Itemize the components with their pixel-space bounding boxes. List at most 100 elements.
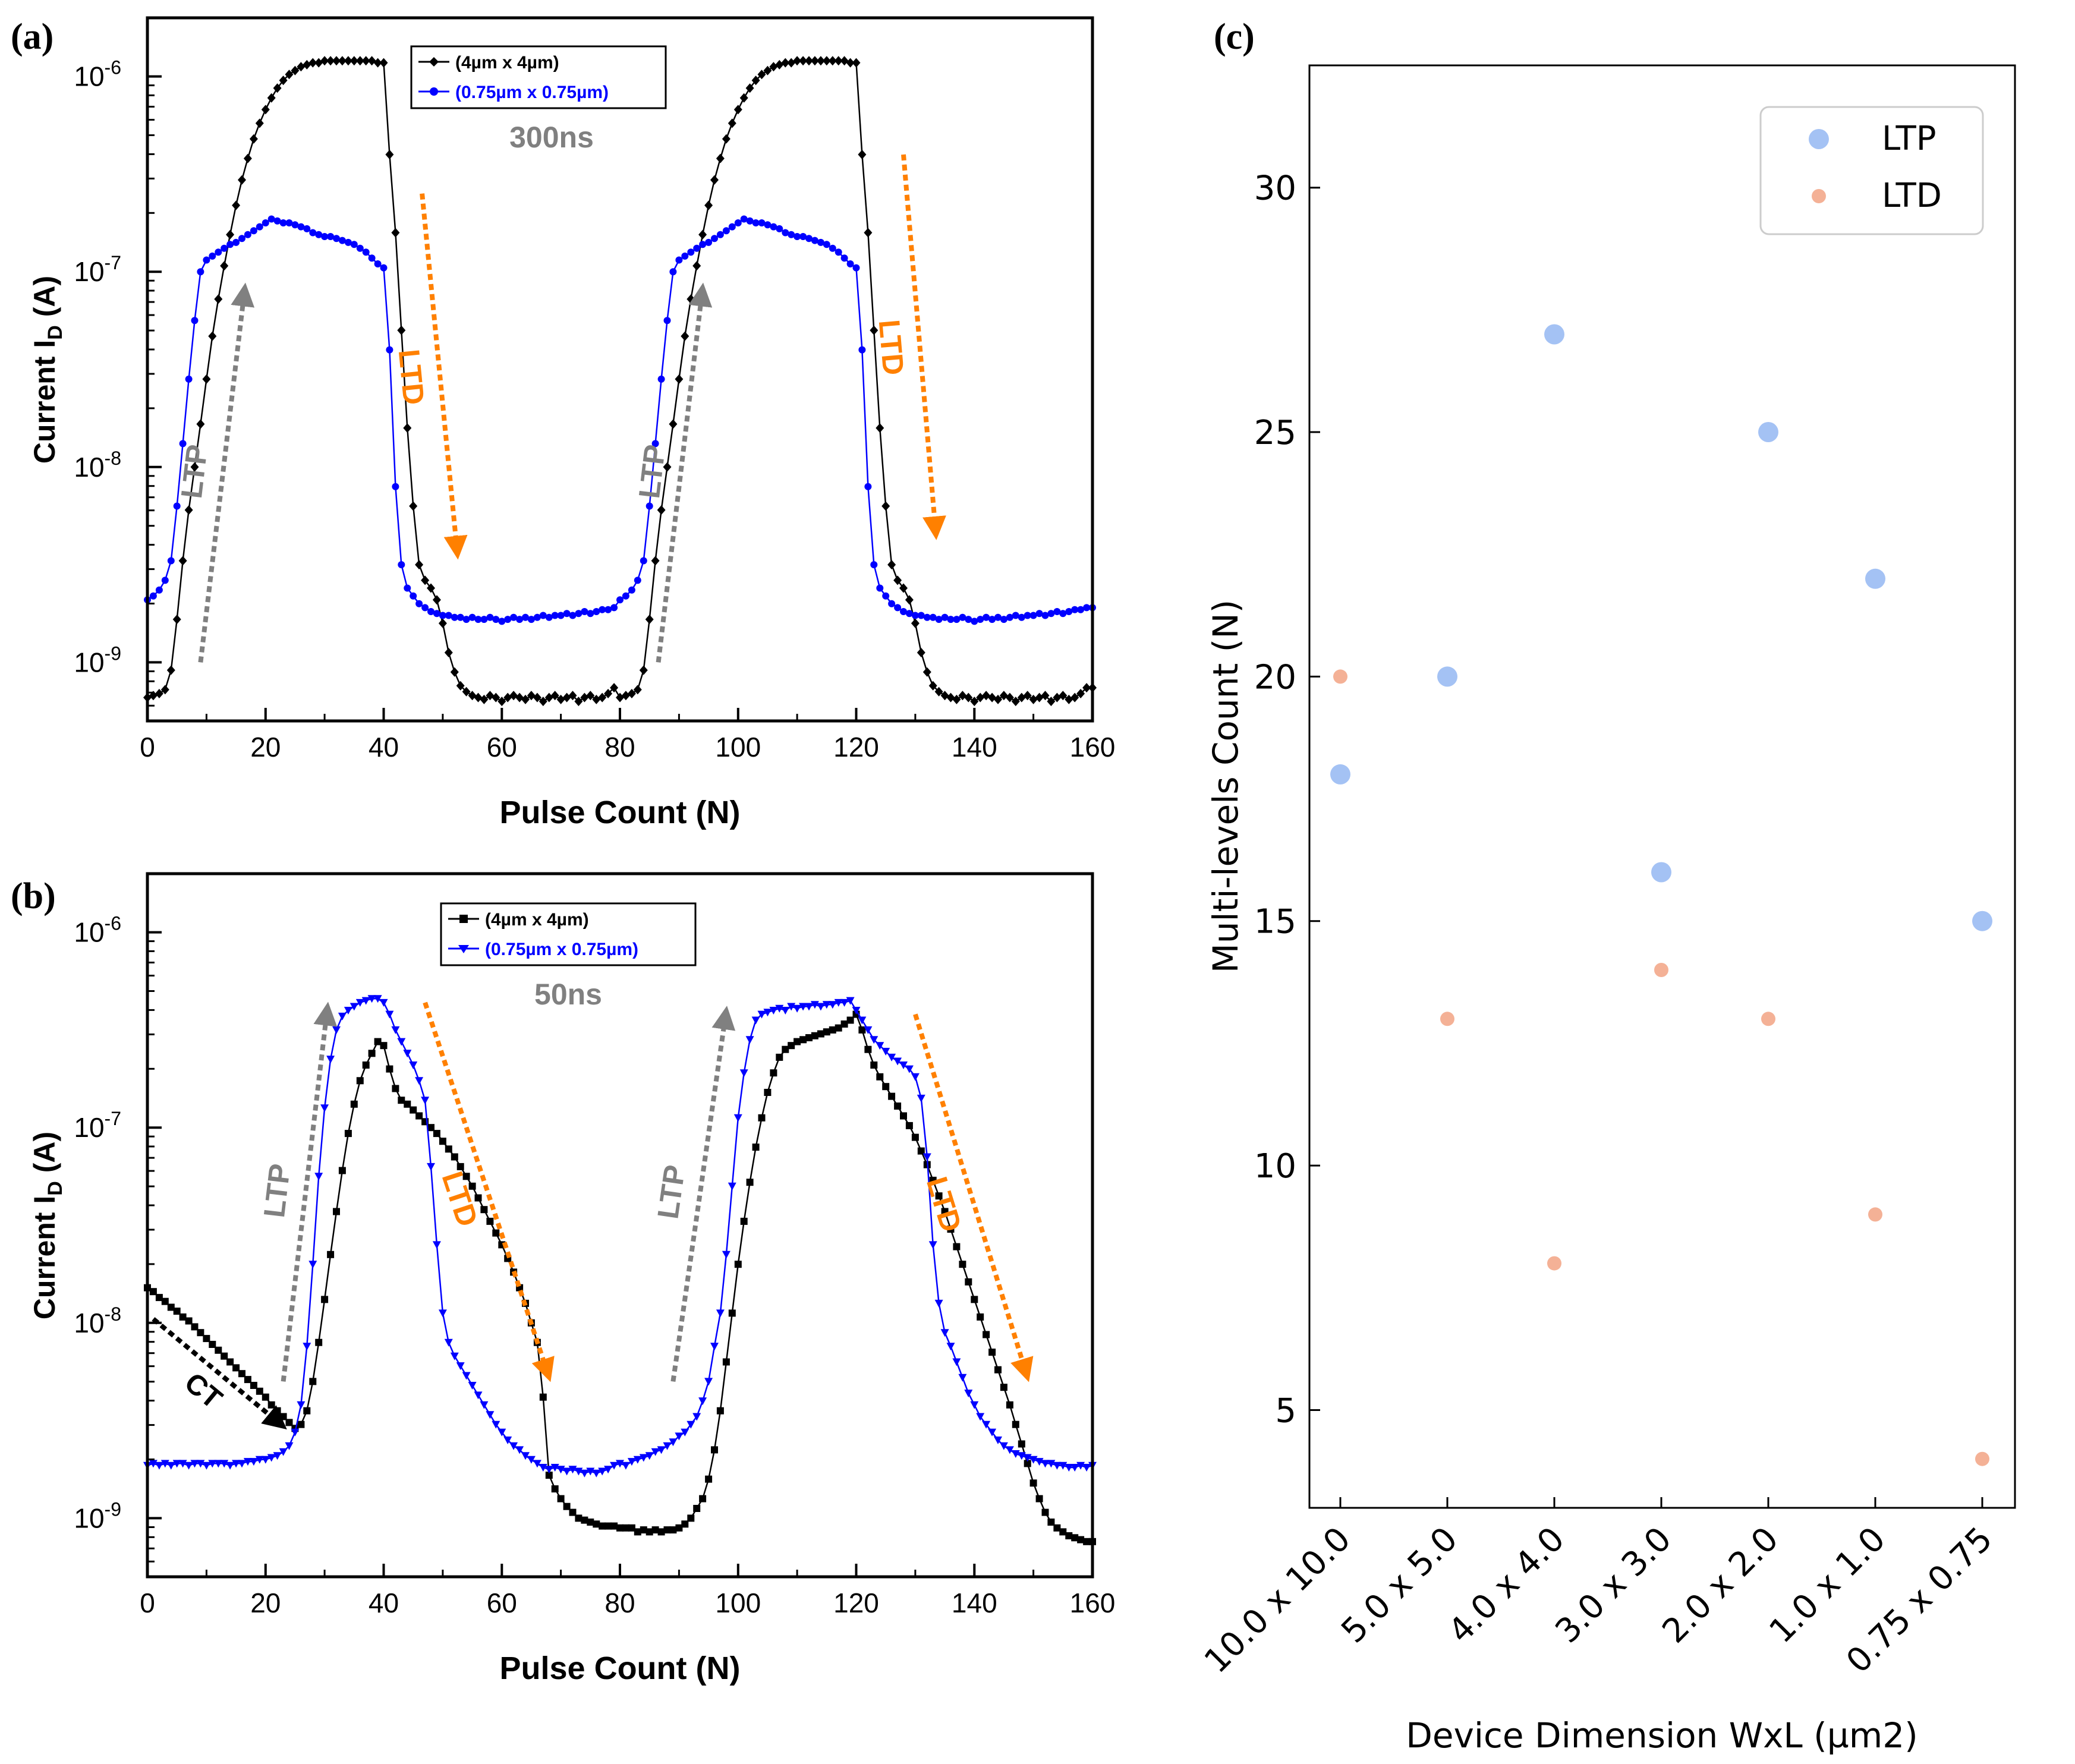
- panel-a-series-1-point: [846, 260, 854, 267]
- panel-b-series-1-point: [922, 1153, 931, 1161]
- panel-b-x-tick-40: 40: [369, 1564, 399, 1618]
- panel-b-series-0-point: [344, 1130, 352, 1138]
- panel-a-series-0-point: [303, 59, 311, 70]
- panel-b-series-1: [143, 995, 1097, 1478]
- panel-b-series-0-point: [634, 1528, 641, 1536]
- panel-c-ltd-point: [1333, 669, 1347, 684]
- panel-a-series-0-point: [958, 691, 967, 701]
- panel-a-series-1-point: [167, 557, 175, 565]
- panel-b-series-0-point: [788, 1042, 795, 1050]
- panel-b-series-0-point: [705, 1475, 713, 1483]
- panel-a-series-1-point: [971, 618, 978, 625]
- panel-a-series-0-point: [361, 56, 370, 66]
- panel-b-series-0-point: [451, 1153, 458, 1161]
- panel-a-series-0-point: [297, 62, 306, 72]
- panel-b-series-0-point: [1018, 1440, 1025, 1448]
- panel-a-y-tick--6: 10-6: [74, 57, 162, 92]
- panel-b-x-ticks: 0 20 40 60 80 100 120 140 160: [140, 1564, 1115, 1618]
- panel-b-series-0-point: [557, 1495, 565, 1502]
- panel-c-ltp-point: [1865, 568, 1885, 589]
- panel-b-series-0-point: [994, 1366, 1002, 1374]
- panel-a-series-0-point: [739, 93, 748, 103]
- panel-b-series-0-point: [368, 1050, 376, 1057]
- panel-a-series-1-point: [551, 612, 559, 619]
- panel-a-series-0-point: [379, 58, 388, 68]
- panel-a-arrow-ltp-2: LTP: [632, 282, 713, 663]
- panel-a-series-1-point: [1059, 610, 1067, 618]
- panel-a-x-tick-80: 80: [604, 708, 635, 763]
- panel-a-arrow-label-0: LTP: [175, 443, 214, 500]
- panel-b-series-1-point: [834, 998, 843, 1007]
- panel-b-series-0-point: [575, 1514, 582, 1522]
- panel-b-series-0-point: [988, 1349, 996, 1356]
- panel-b-series-0-point: [1053, 1524, 1061, 1532]
- panel-a-series-1-point: [504, 616, 512, 623]
- panel-b-series-0-point: [185, 1317, 193, 1325]
- panel-b-legend-item-4um: (4µm x 4µm): [448, 910, 589, 930]
- panel-b-series-1-point: [255, 1456, 264, 1464]
- panel-b-series-1-point: [1082, 1464, 1091, 1472]
- panel-a-series-1-point: [799, 233, 807, 240]
- panel-b-x-tick-label: 80: [604, 1587, 635, 1618]
- panel-a-series-1-point: [722, 227, 730, 235]
- panel-a-series-1-point: [380, 264, 388, 272]
- panel-a-series-0-point: [273, 83, 282, 93]
- panel-a-series-1-point: [829, 244, 836, 252]
- panel-b-series-1-point: [911, 1073, 920, 1081]
- panel-a-series-1-point: [161, 577, 169, 584]
- panel-b-series-0-point: [238, 1370, 245, 1378]
- panel-a-series-0-point: [881, 501, 890, 511]
- panel-b-series-0-point: [711, 1446, 718, 1454]
- panel-a-series-0-point: [486, 691, 495, 701]
- panel-a-series-1-line: [147, 218, 1092, 622]
- panel-c-y-tick-label: 30: [1254, 169, 1296, 208]
- panel-a-series-1-point: [404, 584, 411, 592]
- panel-a-series-0-point: [651, 556, 660, 566]
- panel-b-series-1-point: [881, 1048, 890, 1056]
- panel-b-x-tick-140: 140: [952, 1564, 997, 1618]
- panel-b-series-0-point: [651, 1526, 659, 1534]
- panel-b-series-1-point: [976, 1413, 985, 1421]
- panel-b-series-0-point: [445, 1145, 452, 1153]
- panel-b-x-tick-label: 160: [1070, 1587, 1116, 1618]
- panel-b-series-1-point: [722, 1250, 730, 1259]
- panel-b-series: [143, 995, 1097, 1545]
- panel-b-series-1-point: [864, 1026, 873, 1034]
- panel-a-series-1-point: [267, 215, 275, 223]
- panel-b-series-1-point: [840, 998, 849, 1007]
- panel-b-series-1-point: [799, 1003, 808, 1011]
- panel-a-series-1-point: [474, 616, 482, 623]
- panel-a-legend-item-4um: (4µm x 4µm): [418, 53, 559, 73]
- panel-a-series-0-point: [498, 697, 506, 707]
- panel-b-arrow-line-2: [670, 1006, 736, 1382]
- panel-a-series-1-point: [439, 612, 446, 619]
- panel-a-series-0-point: [917, 648, 925, 657]
- panel-b-series-0-point: [569, 1508, 577, 1516]
- panel-b-series-0-point: [858, 1026, 866, 1034]
- panel-a-series-1-point: [575, 610, 582, 618]
- panel-b-series-1-point: [580, 1469, 589, 1478]
- panel-c-ltd-point: [1761, 1012, 1775, 1026]
- panel-a-series-1-point: [327, 233, 335, 240]
- panel-a-series-0-point: [1070, 692, 1079, 703]
- panel-a-series-0-point: [415, 560, 424, 570]
- panel-b-series-0-point: [929, 1176, 937, 1184]
- panel-b-series-0-point: [356, 1077, 364, 1085]
- panel-a-series-0-point: [214, 294, 223, 304]
- panel-b-series-0-point: [870, 1061, 878, 1069]
- panel-a-series-1-point: [634, 577, 641, 584]
- panel-a-series-1-point: [221, 244, 228, 252]
- panel-a-series-1-point: [527, 616, 535, 623]
- panel-a-series-1-point: [149, 592, 157, 600]
- panel-c-y-tick-label: 25: [1254, 414, 1296, 452]
- panel-a-series-1-point: [456, 613, 464, 621]
- panel-a-series-1-point: [486, 613, 494, 621]
- panel-c-x-tick-label: 2.0 x 2.0: [1655, 1520, 1786, 1651]
- panel-b-series-0-point: [977, 1313, 984, 1321]
- panel-a-series-1-point: [876, 584, 884, 592]
- panel-b-series-1-point: [970, 1401, 979, 1409]
- panel-b-series-1-point: [214, 1460, 223, 1468]
- panel-b-series-1-point: [633, 1456, 642, 1464]
- panel-a-arrow-ltd-3: LTD: [873, 154, 946, 540]
- panel-b-series-0-point: [663, 1526, 671, 1534]
